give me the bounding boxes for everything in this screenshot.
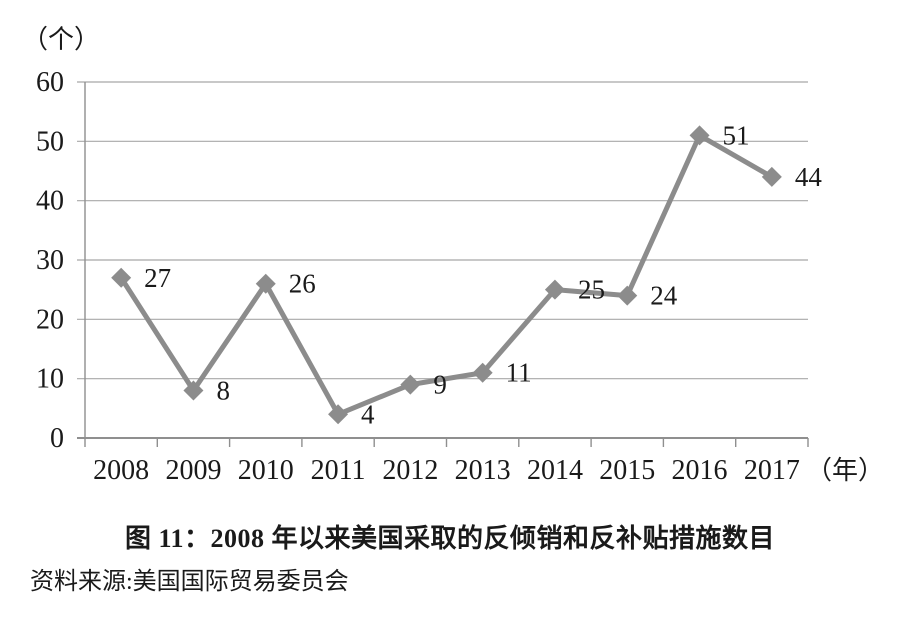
y-tick-label: 30 (36, 245, 64, 276)
data-point-value-label: 4 (361, 399, 375, 429)
diamond-marker (617, 285, 638, 306)
y-tick-label: 60 (36, 67, 64, 98)
x-tick-label: 2010 (238, 455, 294, 486)
data-series-line (118, 132, 775, 417)
data-point-value-label: 51 (723, 120, 750, 150)
x-tick-label: 2016 (672, 455, 728, 486)
y-tick-label: 10 (36, 364, 64, 395)
axes (77, 82, 808, 439)
y-tick-label: 0 (50, 423, 64, 454)
y-tick-label: 40 (36, 186, 64, 217)
y-tick-label: 20 (36, 304, 64, 335)
y-axis-unit-label: （个） (22, 25, 100, 54)
y-tick-label: 50 (36, 126, 64, 157)
diamond-marker (328, 404, 349, 425)
diamond-marker (183, 380, 204, 401)
diamond-marker (472, 362, 493, 383)
x-tick-label: 2017 (744, 455, 800, 486)
x-tick-label: 2014 (527, 455, 583, 486)
diamond-marker (400, 374, 421, 395)
data-point-value-label: 27 (144, 263, 171, 293)
data-point-value-labels: 27 8 26 4 9 11 25 24 51 44 (144, 120, 822, 429)
x-axis-ticks (84, 438, 809, 447)
series-polyline (118, 132, 775, 417)
data-point-value-label: 9 (433, 370, 447, 400)
x-tick-label: 2009 (165, 455, 221, 486)
data-point-markers (111, 125, 782, 425)
x-tick-label: 2012 (382, 455, 438, 486)
diamond-marker (111, 267, 132, 288)
x-axis-tick-labels: 2008 2009 2010 2011 2012 2013 2014 2015 2016 2017 (93, 455, 800, 486)
data-point-value-label: 26 (289, 269, 316, 299)
data-point-value-label: 24 (650, 281, 678, 311)
x-tick-label: 2015 (599, 455, 655, 486)
figure-source: 资料来源:美国国际贸易委员会 (30, 569, 349, 595)
x-tick-label: 2013 (455, 455, 511, 486)
data-point-value-label: 44 (795, 162, 823, 192)
data-point-value-label: 8 (216, 376, 230, 406)
figure-title: 图 11：2008 年以来美国采取的反倾销和反补贴措施数目 (124, 524, 776, 553)
x-axis-unit-label: （年） (806, 456, 884, 485)
data-point-value-label: 11 (506, 358, 532, 388)
diamond-marker (689, 125, 710, 146)
y-axis-tick-labels: 0 10 20 30 40 50 60 (36, 67, 64, 454)
diamond-marker (761, 166, 782, 187)
x-tick-label: 2008 (93, 455, 149, 486)
diamond-marker (544, 279, 565, 300)
diamond-marker (255, 273, 276, 294)
x-tick-label: 2011 (311, 455, 366, 486)
data-point-value-label: 25 (578, 275, 605, 305)
